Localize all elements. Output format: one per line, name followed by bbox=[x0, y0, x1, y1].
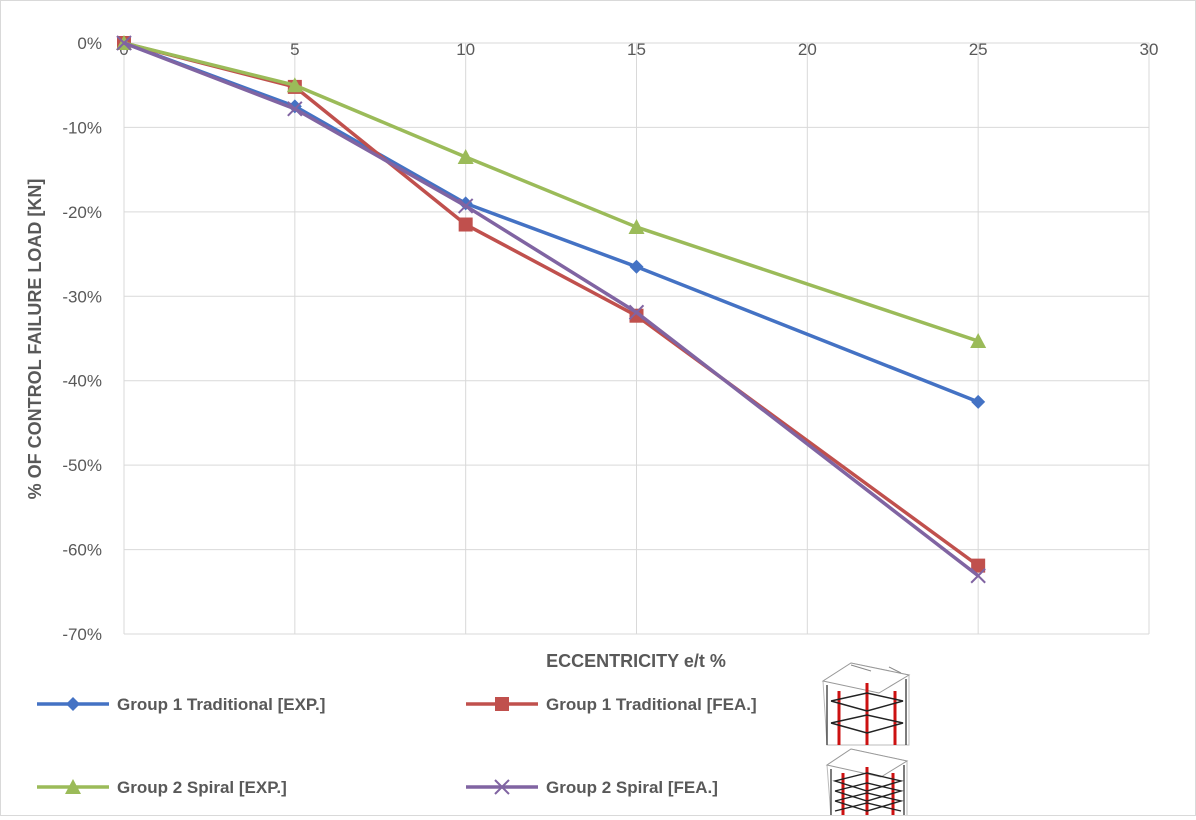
x-tick-label: 20 bbox=[798, 40, 817, 59]
data-point bbox=[457, 148, 474, 164]
y-tick-label: -50% bbox=[62, 456, 102, 475]
series-3 bbox=[116, 35, 987, 349]
y-axis-ticks: 0% -10% -20% -30% -40% -50% -60% -70% bbox=[62, 34, 102, 644]
data-point bbox=[971, 394, 986, 409]
legend-marker bbox=[494, 779, 510, 795]
legend-marker bbox=[65, 779, 81, 794]
data-point bbox=[458, 217, 473, 232]
series-lines bbox=[116, 35, 987, 584]
y-tick-label: -70% bbox=[62, 625, 102, 644]
legend-marker bbox=[495, 697, 509, 711]
legend-entry-1: Group 1 Traditional [EXP.] bbox=[37, 695, 325, 714]
legend-label: Group 1 Traditional [FEA.] bbox=[546, 695, 757, 714]
data-point bbox=[628, 304, 645, 321]
spiral-column-sketch bbox=[825, 748, 909, 818]
y-tick-label: 0% bbox=[77, 34, 102, 53]
legend-entry-3: Group 2 Spiral [EXP.] bbox=[37, 778, 287, 797]
legend-label: Group 2 Spiral [FEA.] bbox=[546, 778, 718, 797]
series-line bbox=[123, 41, 979, 404]
y-tick-label: -60% bbox=[62, 541, 102, 560]
y-tick-label: -40% bbox=[62, 372, 102, 391]
series-line bbox=[123, 41, 980, 578]
data-point bbox=[629, 259, 644, 274]
x-tick-label: 25 bbox=[969, 40, 988, 59]
data-point bbox=[970, 333, 987, 349]
y-tick-label: -20% bbox=[62, 203, 102, 222]
y-tick-label: -10% bbox=[62, 118, 102, 137]
x-axis-title: ECCENTRICITY e/t % bbox=[546, 651, 726, 671]
x-tick-label: 5 bbox=[290, 40, 299, 59]
grid bbox=[123, 42, 1150, 635]
data-point bbox=[971, 558, 986, 573]
legend-label: Group 1 Traditional [EXP.] bbox=[117, 695, 325, 714]
series-line bbox=[123, 41, 980, 568]
data-point bbox=[287, 101, 303, 117]
data-point bbox=[286, 77, 303, 93]
column-reinforcement-sketches bbox=[821, 662, 911, 818]
legend-entry-4: Group 2 Spiral [FEA.] bbox=[466, 778, 718, 797]
series-4 bbox=[116, 35, 986, 584]
data-point bbox=[628, 219, 645, 235]
y-axis-title: % OF CONTROL FAILURE LOAD [KN] bbox=[25, 179, 45, 500]
y-tick-label: -30% bbox=[62, 287, 102, 306]
traditional-column-sketch bbox=[821, 662, 911, 746]
x-axis-ticks: 051015202530 bbox=[119, 40, 1158, 59]
legend: Group 1 Traditional [EXP.] Group 1 Tradit… bbox=[37, 695, 757, 797]
x-tick-label: 15 bbox=[627, 40, 646, 59]
data-point bbox=[116, 35, 132, 51]
series-2 bbox=[117, 36, 986, 573]
data-point bbox=[457, 198, 474, 214]
legend-entry-2: Group 1 Traditional [FEA.] bbox=[466, 695, 757, 714]
x-tick-label: 10 bbox=[456, 40, 475, 59]
x-tick-label: 30 bbox=[1140, 40, 1159, 59]
legend-label: Group 2 Spiral [EXP.] bbox=[117, 778, 287, 797]
legend-marker bbox=[66, 697, 80, 711]
data-point bbox=[970, 568, 986, 584]
